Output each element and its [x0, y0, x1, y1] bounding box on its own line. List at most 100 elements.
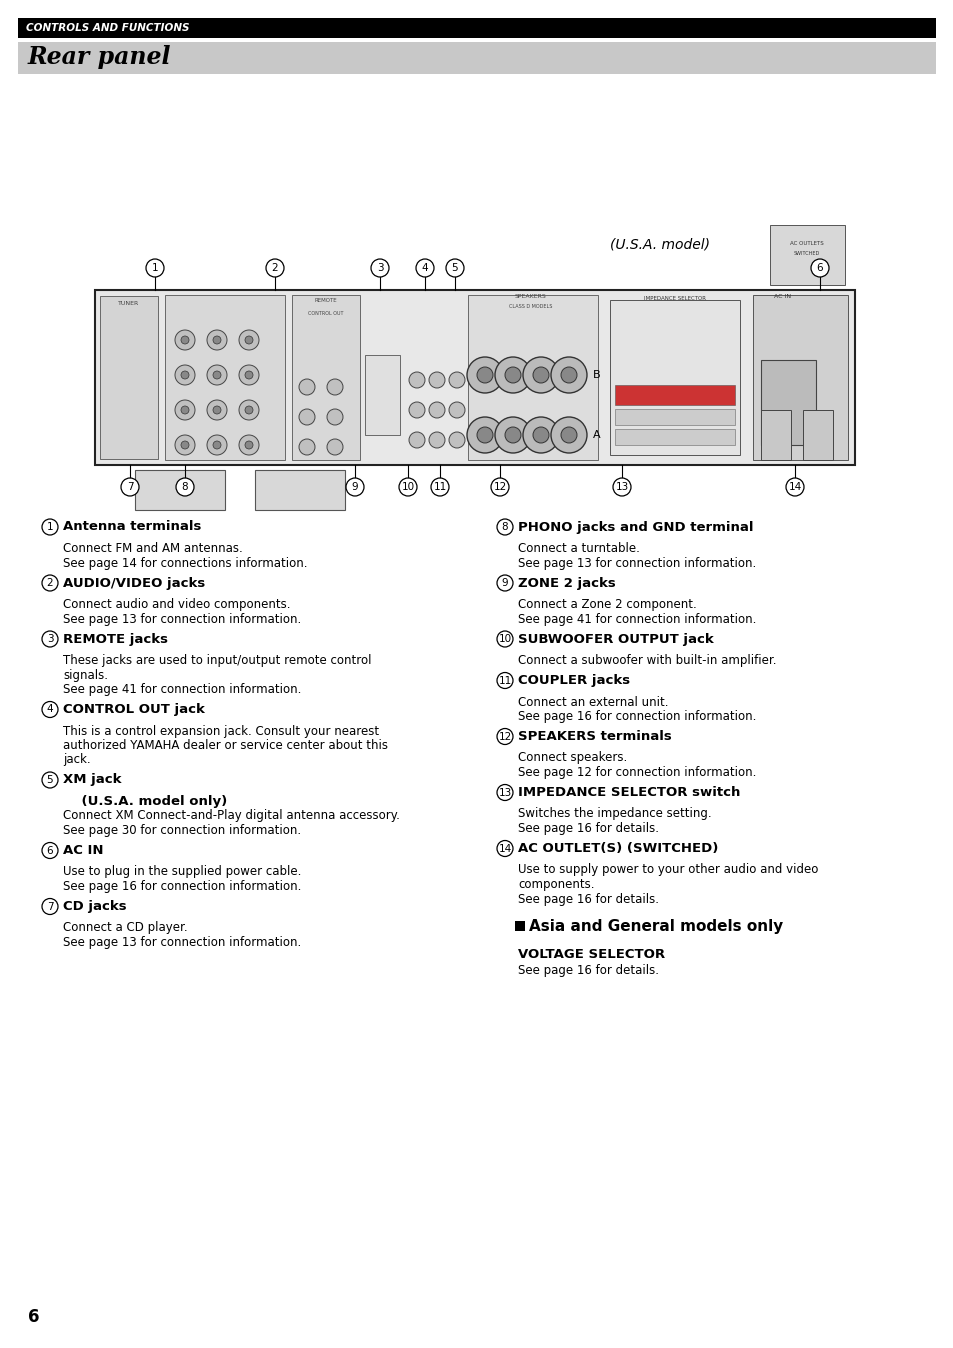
Circle shape	[429, 372, 444, 388]
Text: CLASS D MODELS: CLASS D MODELS	[509, 305, 552, 309]
Circle shape	[785, 479, 803, 496]
Circle shape	[181, 406, 189, 414]
Text: CONTROL OUT jack: CONTROL OUT jack	[63, 704, 205, 716]
Bar	[365, 355, 399, 435]
Text: See page 13 for connection information.: See page 13 for connection information.	[517, 557, 756, 569]
Circle shape	[245, 441, 253, 449]
Text: 12: 12	[493, 483, 506, 492]
Text: Connect a turntable.: Connect a turntable.	[517, 542, 639, 555]
Bar	[18, 18, 935, 38]
Text: Use to supply power to your other audio and video: Use to supply power to your other audio …	[517, 864, 818, 876]
Text: 11: 11	[497, 675, 511, 686]
Text: Connect a subwoofer with built-in amplifier.: Connect a subwoofer with built-in amplif…	[517, 654, 776, 667]
Circle shape	[298, 379, 314, 395]
Circle shape	[398, 479, 416, 496]
Text: 5: 5	[47, 775, 53, 785]
Text: AC OUTLET(S) (SWITCHED): AC OUTLET(S) (SWITCHED)	[517, 842, 718, 855]
Text: 3: 3	[376, 263, 383, 274]
Circle shape	[42, 631, 58, 647]
Circle shape	[446, 259, 463, 276]
Text: AC OUTLETS: AC OUTLETS	[789, 241, 823, 245]
Text: See page 16 for connection information.: See page 16 for connection information.	[517, 710, 756, 723]
Text: REMOTE: REMOTE	[314, 298, 337, 303]
Circle shape	[174, 330, 194, 350]
Text: 1: 1	[47, 522, 53, 532]
Bar	[769, 225, 844, 284]
Circle shape	[207, 400, 227, 421]
Text: ZONE 2 jacks: ZONE 2 jacks	[517, 577, 615, 589]
Text: B: B	[593, 369, 600, 380]
Text: Connect audio and video components.: Connect audio and video components.	[63, 599, 291, 611]
Text: 3: 3	[47, 634, 53, 644]
Text: IMPEDANCE SELECTOR: IMPEDANCE SELECTOR	[643, 297, 705, 301]
Text: (U.S.A. model only): (U.S.A. model only)	[63, 795, 227, 807]
Text: 13: 13	[615, 483, 628, 492]
Circle shape	[449, 402, 464, 418]
Circle shape	[239, 400, 258, 421]
Bar	[615, 429, 734, 445]
Circle shape	[371, 259, 389, 276]
Circle shape	[495, 357, 531, 394]
Circle shape	[42, 576, 58, 590]
Text: 1: 1	[152, 263, 158, 274]
Text: Switches the impedance setting.: Switches the impedance setting.	[517, 807, 711, 821]
Circle shape	[551, 417, 586, 453]
Circle shape	[181, 441, 189, 449]
Circle shape	[239, 435, 258, 456]
Text: 9: 9	[501, 578, 508, 588]
Circle shape	[504, 427, 520, 443]
Text: 7: 7	[127, 483, 133, 492]
Bar	[254, 470, 345, 510]
Bar	[135, 470, 225, 510]
Circle shape	[42, 899, 58, 914]
Text: 6: 6	[28, 1308, 39, 1326]
Text: jack.: jack.	[63, 754, 91, 767]
Text: VOLTAGE SELECTOR: VOLTAGE SELECTOR	[517, 948, 664, 961]
Text: See page 13 for connection information.: See page 13 for connection information.	[63, 936, 301, 949]
Text: CONTROLS AND FUNCTIONS: CONTROLS AND FUNCTIONS	[26, 23, 190, 32]
Text: 2: 2	[47, 578, 53, 588]
Circle shape	[431, 479, 449, 496]
Circle shape	[613, 479, 630, 496]
Circle shape	[810, 259, 828, 276]
Text: See page 30 for connection information.: See page 30 for connection information.	[63, 824, 301, 837]
Circle shape	[560, 427, 577, 443]
Circle shape	[245, 336, 253, 344]
Text: Use to plug in the supplied power cable.: Use to plug in the supplied power cable.	[63, 865, 301, 879]
Text: AC IN: AC IN	[63, 844, 103, 857]
Bar	[615, 408, 734, 425]
Text: 10: 10	[497, 634, 511, 644]
Text: 6: 6	[47, 845, 53, 856]
Text: Connect an external unit.: Connect an external unit.	[517, 696, 668, 709]
Text: XM jack: XM jack	[63, 774, 121, 786]
Circle shape	[327, 408, 343, 425]
Text: Connect a Zone 2 component.: Connect a Zone 2 component.	[517, 599, 696, 611]
Circle shape	[266, 259, 284, 276]
Circle shape	[497, 841, 513, 856]
Circle shape	[409, 431, 424, 448]
Text: See page 16 for details.: See page 16 for details.	[517, 964, 659, 977]
Bar	[760, 410, 790, 460]
Text: Connect speakers.: Connect speakers.	[517, 751, 626, 764]
Circle shape	[207, 435, 227, 456]
Circle shape	[467, 357, 502, 394]
Text: CONTROL OUT: CONTROL OUT	[308, 311, 343, 315]
Circle shape	[491, 479, 509, 496]
Text: See page 16 for details.: See page 16 for details.	[517, 822, 659, 834]
Circle shape	[467, 417, 502, 453]
Circle shape	[504, 367, 520, 383]
Circle shape	[497, 631, 513, 647]
Bar	[615, 386, 734, 404]
Text: 8: 8	[501, 522, 508, 532]
Circle shape	[298, 439, 314, 456]
Text: 9: 9	[352, 483, 358, 492]
Circle shape	[495, 417, 531, 453]
Text: (U.S.A. model): (U.S.A. model)	[609, 239, 709, 252]
Circle shape	[497, 519, 513, 535]
Circle shape	[181, 336, 189, 344]
Circle shape	[416, 259, 434, 276]
Text: Rear panel: Rear panel	[28, 44, 172, 69]
Text: 2: 2	[272, 263, 278, 274]
Circle shape	[533, 367, 548, 383]
Circle shape	[497, 673, 513, 689]
